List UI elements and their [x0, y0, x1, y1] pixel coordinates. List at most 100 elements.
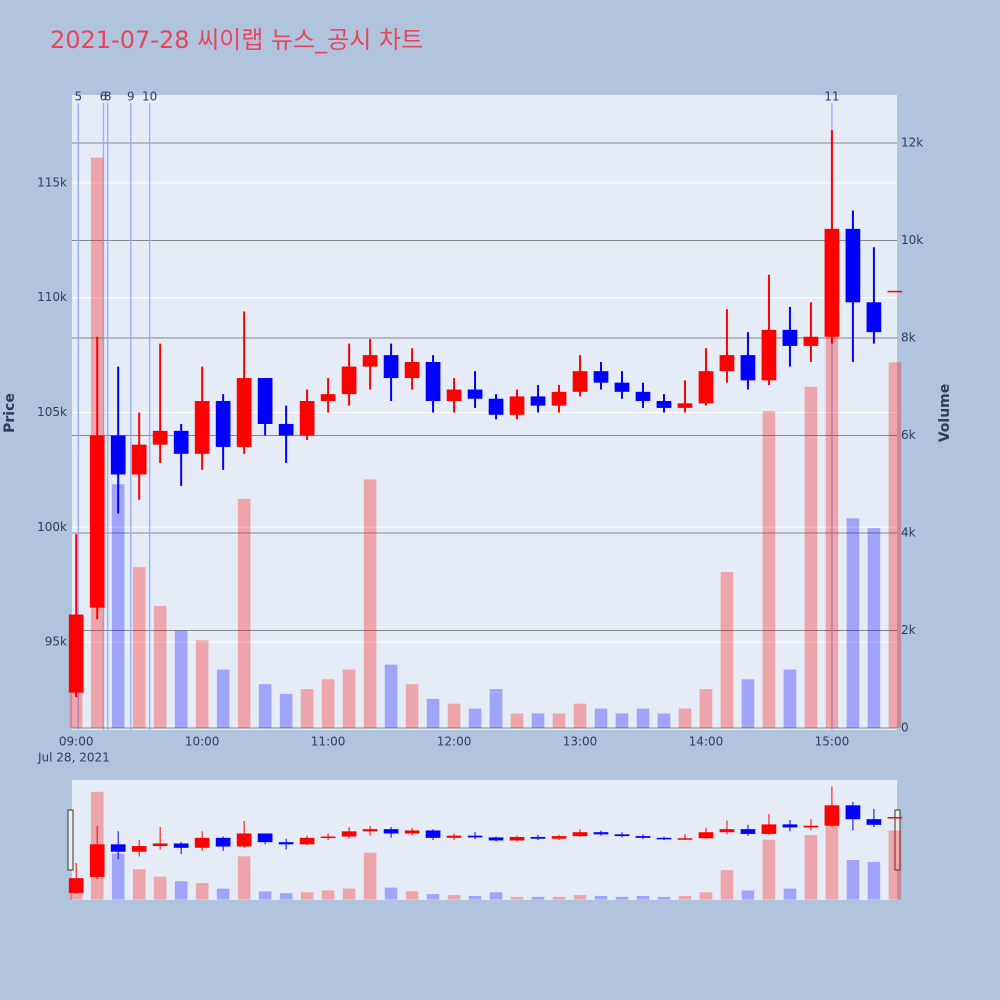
volume-bar: [573, 703, 587, 729]
mini-volume-bar: [762, 839, 776, 900]
mini-volume-bar: [846, 860, 860, 900]
candle-body: [635, 391, 651, 402]
mini-volume-bar: [216, 888, 230, 900]
candle-body: [278, 423, 294, 436]
x-date-label: Jul 28, 2021: [37, 751, 110, 765]
volume-bar: [342, 669, 356, 729]
mini-candle-body: [110, 844, 126, 852]
mini-candle-body: [761, 824, 777, 834]
volume-bar: [258, 684, 272, 729]
volume-bar: [804, 386, 818, 729]
mini-volume-bar: [489, 892, 503, 900]
mini-volume-bar: [174, 881, 188, 900]
volume-bar: [384, 664, 398, 729]
mini-candle-body: [824, 805, 840, 826]
mini-candle-body: [551, 836, 567, 839]
mini-candle-body: [488, 837, 504, 841]
candle-body: [593, 371, 609, 383]
mini-volume-bar: [825, 807, 839, 900]
mini-volume-bar: [363, 852, 377, 900]
candle-body: [446, 389, 462, 402]
candle-body: [551, 391, 567, 406]
mini-candle-body: [593, 832, 609, 835]
volume-bar: [468, 708, 482, 729]
mini-volume-bar: [405, 891, 419, 900]
mini-volume-bar: [699, 892, 713, 900]
mini-candle-body: [866, 819, 882, 825]
mini-candle-body: [341, 831, 357, 837]
candle-body: [488, 398, 504, 415]
volume-bar: [678, 708, 692, 729]
mini-candle-body: [173, 843, 189, 848]
y2-tick-label: 10k: [901, 233, 923, 247]
mini-candle-body: [383, 829, 399, 834]
mini-volume-bar: [783, 888, 797, 900]
candle-body: [761, 329, 777, 381]
mini-candle-body: [446, 835, 462, 838]
candle-body: [530, 396, 546, 406]
volume-bar: [741, 679, 755, 729]
mini-candle-body: [509, 836, 525, 841]
mini-volume-bar: [720, 870, 734, 900]
mini-volume-bar: [867, 861, 881, 900]
x-tick-label: 09:00: [59, 735, 94, 749]
mini-volume-bar: [426, 894, 440, 900]
volume-bar: [153, 606, 167, 729]
mini-candle-body: [845, 805, 861, 820]
volume-bar: [321, 679, 335, 729]
x-tick-label: 12:00: [437, 735, 472, 749]
candle-body: [509, 396, 525, 415]
mini-volume-bar: [615, 896, 629, 900]
mini-candle-body: [572, 832, 588, 837]
candle-body: [341, 366, 357, 395]
mini-volume-bar: [510, 896, 524, 900]
mini-volume-bar: [573, 895, 587, 900]
volume-bar: [300, 689, 314, 729]
mini-candle-body: [257, 833, 273, 843]
volume-bar: [636, 708, 650, 729]
volume-bar: [132, 567, 146, 729]
candle-body: [740, 355, 756, 381]
x-tick-label: 15:00: [815, 735, 850, 749]
mini-volume-bar: [888, 830, 902, 900]
y-tick-label: 115k: [37, 175, 67, 189]
y2-tick-label: 6k: [901, 428, 916, 442]
event-label: 6: [100, 90, 108, 104]
mini-volume-bar: [300, 892, 314, 900]
mini-candle-body: [677, 838, 693, 840]
volume-bar: [615, 713, 629, 729]
volume-bar: [846, 518, 860, 729]
volume-bar: [216, 669, 230, 729]
y2-tick-label: 0: [901, 721, 909, 735]
candle-body: [299, 401, 315, 436]
y2-tick-label: 8k: [901, 331, 916, 345]
slider-handle[interactable]: [67, 809, 74, 871]
mini-volume-bar: [678, 895, 692, 900]
mini-candle-body: [278, 842, 294, 845]
volume-bar: [657, 713, 671, 729]
y-tick-label: 105k: [37, 405, 67, 419]
mini-candle-body: [215, 837, 231, 847]
candle-body: [362, 355, 378, 367]
candle-body: [383, 355, 399, 379]
candle-body: [404, 361, 420, 379]
mini-candle-body: [803, 825, 819, 828]
volume-bar: [174, 630, 188, 729]
volume-bar: [762, 411, 776, 729]
mini-candle-body: [887, 817, 903, 819]
mini-volume-bar: [804, 835, 818, 900]
candle-body: [236, 378, 252, 447]
event-label: 11: [824, 90, 839, 104]
event-label: 5: [74, 90, 82, 104]
volume-bar: [594, 708, 608, 729]
mini-candle-body: [740, 829, 756, 834]
slider-handle[interactable]: [894, 809, 901, 871]
candle-body: [782, 329, 798, 346]
mini-candle-body: [68, 878, 84, 893]
volume-bar: [237, 498, 251, 729]
mini-volume-bar: [342, 888, 356, 900]
volume-bar: [111, 484, 125, 729]
mini-volume-bar: [111, 853, 125, 900]
x-tick-label: 10:00: [185, 735, 220, 749]
